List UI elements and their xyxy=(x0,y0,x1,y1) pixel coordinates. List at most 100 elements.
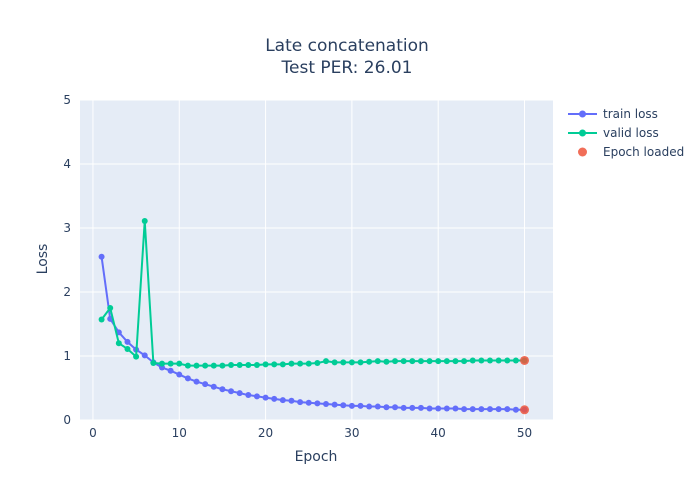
data-point-valid-loss[interactable] xyxy=(288,360,295,367)
data-point-train-loss[interactable] xyxy=(219,386,226,393)
data-point-train-loss[interactable] xyxy=(236,390,243,397)
legend-item-epoch-loaded[interactable]: Epoch loaded xyxy=(578,145,684,159)
data-point-train-loss[interactable] xyxy=(461,406,468,413)
data-point-valid-loss[interactable] xyxy=(461,358,468,365)
data-point-valid-loss[interactable] xyxy=(331,359,338,366)
data-point-valid-loss[interactable] xyxy=(478,357,485,364)
data-point-train-loss[interactable] xyxy=(314,400,321,407)
data-point-train-loss[interactable] xyxy=(331,401,338,408)
data-point-train-loss[interactable] xyxy=(279,397,286,404)
data-point-valid-loss[interactable] xyxy=(228,361,235,368)
data-point-valid-loss[interactable] xyxy=(504,357,511,364)
data-point-train-loss[interactable] xyxy=(392,404,399,411)
data-point-train-loss[interactable] xyxy=(184,375,191,382)
data-point-valid-loss[interactable] xyxy=(202,362,209,369)
data-point-train-loss[interactable] xyxy=(271,395,278,402)
data-point-train-loss[interactable] xyxy=(478,406,485,413)
data-point-valid-loss[interactable] xyxy=(443,358,450,365)
data-point-train-loss[interactable] xyxy=(141,352,148,359)
data-point-train-loss[interactable] xyxy=(504,406,511,413)
data-point-valid-loss[interactable] xyxy=(297,360,304,367)
data-point-train-loss[interactable] xyxy=(366,403,373,410)
data-point-train-loss[interactable] xyxy=(228,388,235,395)
data-point-train-loss[interactable] xyxy=(288,397,295,404)
data-point-valid-loss[interactable] xyxy=(141,217,148,224)
data-point-train-loss[interactable] xyxy=(124,338,131,345)
data-point-train-loss[interactable] xyxy=(409,404,416,411)
legend-item-valid-loss[interactable]: valid loss xyxy=(568,126,659,140)
data-point-valid-loss[interactable] xyxy=(495,357,502,364)
data-point-valid-loss[interactable] xyxy=(348,359,355,366)
data-point-valid-loss[interactable] xyxy=(245,361,252,368)
legend-item-train-loss[interactable]: train loss xyxy=(568,107,658,121)
data-point-valid-loss[interactable] xyxy=(150,360,157,367)
data-point-train-loss[interactable] xyxy=(426,405,433,412)
data-point-valid-loss[interactable] xyxy=(219,362,226,369)
data-point-valid-loss[interactable] xyxy=(193,362,200,369)
data-point-valid-loss[interactable] xyxy=(366,358,373,365)
data-point-train-loss[interactable] xyxy=(452,405,459,412)
data-point-train-loss[interactable] xyxy=(297,399,304,406)
data-point-valid-loss[interactable] xyxy=(253,361,260,368)
data-point-train-loss[interactable] xyxy=(512,406,519,413)
data-point-train-loss[interactable] xyxy=(167,367,174,374)
data-point-train-loss[interactable] xyxy=(357,402,364,409)
data-point-valid-loss[interactable] xyxy=(417,358,424,365)
data-point-valid-loss[interactable] xyxy=(107,305,114,311)
data-point-valid-loss[interactable] xyxy=(469,357,476,364)
data-point-valid-loss[interactable] xyxy=(305,360,312,367)
data-point-train-loss[interactable] xyxy=(253,393,260,400)
data-point-epoch-loaded[interactable] xyxy=(520,405,530,415)
data-point-train-loss[interactable] xyxy=(469,406,476,413)
data-point-valid-loss[interactable] xyxy=(314,360,321,367)
data-point-valid-loss[interactable] xyxy=(271,361,278,368)
data-point-valid-loss[interactable] xyxy=(98,316,105,323)
data-point-train-loss[interactable] xyxy=(443,405,450,412)
data-point-train-loss[interactable] xyxy=(210,383,217,390)
data-point-valid-loss[interactable] xyxy=(236,361,243,368)
legend[interactable]: train loss valid loss Epoch loaded xyxy=(568,107,684,159)
data-point-valid-loss[interactable] xyxy=(340,359,347,366)
data-point-valid-loss[interactable] xyxy=(158,360,165,367)
data-point-valid-loss[interactable] xyxy=(400,358,407,365)
data-point-train-loss[interactable] xyxy=(305,399,312,406)
data-point-train-loss[interactable] xyxy=(202,381,209,388)
data-point-valid-loss[interactable] xyxy=(115,340,122,347)
data-point-valid-loss[interactable] xyxy=(435,358,442,365)
data-point-train-loss[interactable] xyxy=(322,401,329,407)
data-point-valid-loss[interactable] xyxy=(383,358,390,365)
data-point-train-loss[interactable] xyxy=(193,378,200,385)
data-point-valid-loss[interactable] xyxy=(210,362,217,369)
data-point-valid-loss[interactable] xyxy=(262,361,269,368)
data-point-train-loss[interactable] xyxy=(400,404,407,411)
data-point-valid-loss[interactable] xyxy=(374,358,381,365)
data-point-valid-loss[interactable] xyxy=(322,358,329,365)
data-point-train-loss[interactable] xyxy=(374,403,381,410)
data-point-train-loss[interactable] xyxy=(417,404,424,411)
data-point-epoch-loaded[interactable] xyxy=(520,355,530,365)
data-point-valid-loss[interactable] xyxy=(486,357,493,364)
data-point-train-loss[interactable] xyxy=(486,406,493,413)
data-point-valid-loss[interactable] xyxy=(512,357,519,364)
data-point-train-loss[interactable] xyxy=(176,371,183,378)
data-point-valid-loss[interactable] xyxy=(426,358,433,365)
y-tick-label: 2 xyxy=(63,285,71,299)
data-point-train-loss[interactable] xyxy=(245,392,252,399)
data-point-train-loss[interactable] xyxy=(340,402,347,409)
data-point-valid-loss[interactable] xyxy=(184,362,191,369)
data-point-train-loss[interactable] xyxy=(435,405,442,412)
data-point-valid-loss[interactable] xyxy=(176,360,183,367)
data-point-valid-loss[interactable] xyxy=(409,358,416,365)
data-point-train-loss[interactable] xyxy=(383,404,390,411)
data-point-valid-loss[interactable] xyxy=(279,361,286,368)
data-point-valid-loss[interactable] xyxy=(452,358,459,365)
data-point-valid-loss[interactable] xyxy=(392,358,399,365)
data-point-valid-loss[interactable] xyxy=(357,359,364,366)
data-point-valid-loss[interactable] xyxy=(124,345,131,352)
data-point-train-loss[interactable] xyxy=(348,402,355,409)
data-point-valid-loss[interactable] xyxy=(167,360,174,367)
data-point-valid-loss[interactable] xyxy=(133,353,140,360)
data-point-train-loss[interactable] xyxy=(98,253,105,260)
data-point-train-loss[interactable] xyxy=(495,406,502,413)
data-point-train-loss[interactable] xyxy=(262,394,269,401)
